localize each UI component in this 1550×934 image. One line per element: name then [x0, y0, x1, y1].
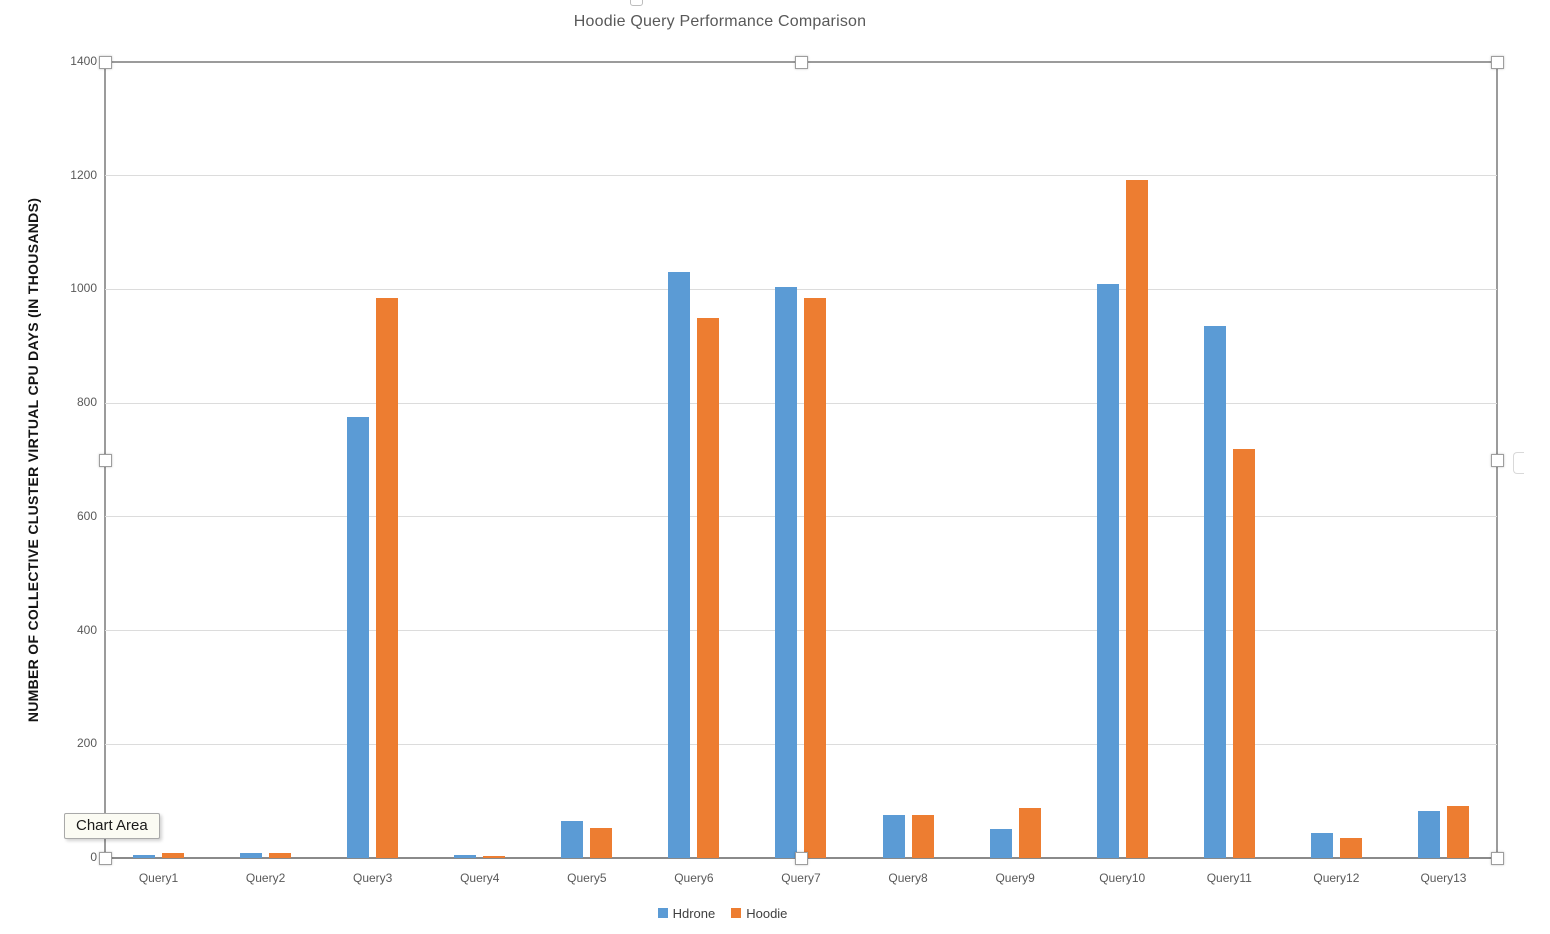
x-axis-label-query4[interactable]: Query4 [460, 871, 500, 885]
x-axis-label-query7[interactable]: Query7 [781, 871, 821, 885]
y-tick-label-1400[interactable]: 1400 [70, 54, 97, 68]
bar-hoodie-query1[interactable] [162, 853, 185, 858]
bar-hdrone-query5[interactable] [561, 821, 584, 858]
x-axis-label-query8[interactable]: Query8 [888, 871, 928, 885]
selection-handle-bottom-center[interactable] [794, 851, 808, 865]
outer-frame-right-handle[interactable] [1513, 452, 1524, 474]
x-axis-label-query13[interactable]: Query13 [1420, 871, 1467, 885]
selection-handle-middle-left[interactable] [98, 453, 112, 467]
bar-group-query9 [962, 62, 1069, 858]
bar-hdrone-query8[interactable] [882, 815, 905, 858]
y-tick-label-200[interactable]: 200 [76, 736, 97, 751]
bar-hoodie-query10[interactable] [1125, 179, 1148, 858]
bar-hoodie-query7[interactable] [804, 297, 827, 858]
gridline-1200 [105, 175, 1497, 177]
x-axis-label-query5[interactable]: Query5 [567, 871, 607, 885]
y-tick-label-600[interactable]: 600 [76, 508, 97, 523]
gridline-400 [105, 630, 1497, 632]
bar-hoodie-query11[interactable] [1232, 448, 1255, 858]
y-tick-label-1200[interactable]: 1200 [70, 167, 97, 182]
legend-swatch-hoodie [731, 908, 742, 918]
bar-group-query3 [319, 62, 426, 858]
bar-hdrone-query1[interactable] [133, 855, 156, 858]
bar-hdrone-query9[interactable] [989, 829, 1012, 858]
bar-group-query5 [533, 62, 640, 858]
x-axis-label-query3[interactable]: Query3 [352, 871, 393, 885]
bar-hoodie-query5[interactable] [590, 827, 613, 858]
x-axis-label-query11[interactable]: Query11 [1206, 871, 1252, 885]
selection-handle-bottom-right[interactable] [1490, 851, 1504, 865]
y-axis-title[interactable]: NUMBER OF COLLECTIVE CLUSTER VIRTUAL CPU… [25, 197, 41, 723]
legend-swatch-hdrone [657, 908, 668, 918]
gridline-1000 [105, 288, 1497, 290]
bar-hdrone-query13[interactable] [1417, 811, 1440, 858]
bar-group-query11 [1176, 62, 1283, 858]
outer-frame-top-handle[interactable] [630, 0, 643, 6]
y-tick-label-400[interactable]: 400 [76, 622, 97, 637]
bar-hdrone-query4[interactable] [454, 855, 477, 858]
bar-group-query2 [212, 62, 319, 858]
bar-hdrone-query12[interactable] [1310, 832, 1333, 858]
x-axis-label-query6[interactable]: Query6 [674, 871, 714, 885]
bar-hdrone-query7[interactable] [775, 286, 798, 858]
chart-area-tooltip: Chart Area [64, 813, 160, 839]
bar-group-query10 [1069, 62, 1176, 858]
bar-hoodie-query8[interactable] [911, 815, 934, 858]
legend-label: Hdrone [672, 905, 716, 921]
legend-item-hdrone[interactable]: Hdrone [657, 905, 716, 921]
y-tick-label-1000[interactable]: 1000 [70, 281, 97, 296]
selection-handle-middle-right[interactable] [1490, 453, 1504, 467]
y-tick-label-800[interactable]: 800 [76, 395, 97, 410]
bar-hoodie-query9[interactable] [1018, 807, 1041, 858]
bar-hoodie-query3[interactable] [376, 297, 399, 858]
gridline-600 [105, 516, 1497, 518]
selection-handle-top-left[interactable] [98, 55, 112, 69]
legend-label: Hoodie [746, 905, 788, 921]
selection-handle-top-right[interactable] [1490, 55, 1504, 69]
y-tick-label-0[interactable]: 0 [90, 850, 97, 864]
selection-handle-bottom-left[interactable] [98, 851, 112, 865]
x-axis-label-query10[interactable]: Query10 [1099, 871, 1146, 885]
x-axis-label-query1[interactable]: Query1 [138, 871, 179, 885]
bar-group-query7 [747, 62, 854, 858]
plot-area [104, 61, 1498, 859]
x-axis-label-query9[interactable]: Query9 [995, 871, 1035, 885]
bar-hoodie-query13[interactable] [1446, 806, 1469, 858]
bar-hdrone-query10[interactable] [1096, 284, 1119, 858]
bar-hdrone-query3[interactable] [347, 417, 370, 858]
bar-group-query13 [1390, 62, 1497, 858]
bar-hoodie-query4[interactable] [483, 855, 506, 858]
chart-title[interactable]: Hoodie Query Performance Comparison [573, 13, 867, 30]
bar-group-query4 [426, 62, 533, 858]
gridline-200 [105, 743, 1497, 745]
x-axis-label-query12[interactable]: Query12 [1313, 871, 1360, 885]
bar-hoodie-query2[interactable] [269, 853, 292, 858]
bar-hdrone-query11[interactable] [1203, 326, 1226, 858]
bar-group-query6 [640, 62, 747, 858]
bar-group-query1 [105, 62, 212, 858]
bar-hdrone-query6[interactable] [668, 272, 691, 858]
legend-item-hoodie[interactable]: Hoodie [731, 906, 787, 921]
bar-hdrone-query2[interactable] [240, 853, 263, 858]
x-axis-label-query2[interactable]: Query2 [245, 871, 286, 885]
bar-hoodie-query12[interactable] [1339, 838, 1362, 858]
bar-hoodie-query6[interactable] [697, 317, 720, 858]
selection-handle-top-center[interactable] [794, 55, 808, 69]
bar-group-query12 [1283, 62, 1390, 858]
bar-group-query8 [855, 62, 962, 858]
legend: Hdrone Hoodie [0, 903, 1445, 923]
gridline-800 [105, 402, 1497, 404]
